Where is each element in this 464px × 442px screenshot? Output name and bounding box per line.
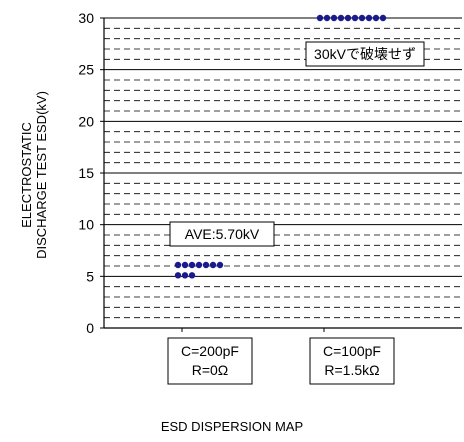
x-axis-categories: C=200pF R=0Ω C=100pF R=1.5kΩ [167,328,395,385]
data-point [316,14,324,22]
y-tick-label: 5 [86,268,94,284]
data-point [174,272,182,279]
y-tick-label: 15 [78,165,94,181]
data-point [181,261,189,269]
annotation-text: 30kVで破壊せず [314,46,416,62]
data-point [209,261,217,269]
y-axis-label: ELECTROSTATIC DISCHARGE TEST ESD(kV) [14,20,54,330]
data-point [181,272,189,279]
data-points [174,14,387,279]
grid-lines [104,17,462,319]
y-tick-label: 0 [86,320,94,336]
data-point [330,14,338,22]
annotation-text: AVE:5.70kV [185,226,260,242]
data-point [323,14,331,22]
category-label-line: R=0Ω [192,362,229,378]
y-tick-label: 30 [78,10,94,26]
data-point [195,261,203,269]
category-label-line: C=200pF [181,343,239,359]
annotation-box [169,221,275,247]
category-label-line: R=1.5kΩ [324,362,379,378]
data-point [372,14,380,22]
annotations: AVE:5.70kV 30kVで破壊せず [169,41,425,247]
y-tick-label: 25 [78,62,94,78]
data-point [365,14,373,22]
data-point [188,272,196,279]
y-axis-label-line-1: ELECTROSTATIC [19,122,34,228]
y-axis-ticks: 0 5 10 15 20 25 30 [78,10,104,336]
category-label-line: C=100pF [323,343,381,359]
data-point [358,14,366,22]
data-point [202,261,210,269]
data-point [351,14,359,22]
annotation-box [305,41,425,67]
category-label-box [167,337,253,385]
data-point [174,261,182,269]
data-point [188,261,196,269]
y-axis-label-line-2: DISCHARGE TEST ESD(kV) [34,91,49,259]
chart-caption: ESD DISPERSION MAP [160,419,304,434]
y-tick-label: 20 [78,113,94,129]
data-point [379,14,387,22]
category-label-box [309,337,395,385]
data-point [337,14,345,22]
y-tick-label: 10 [78,217,94,233]
data-point [344,14,352,22]
data-point [216,261,224,269]
